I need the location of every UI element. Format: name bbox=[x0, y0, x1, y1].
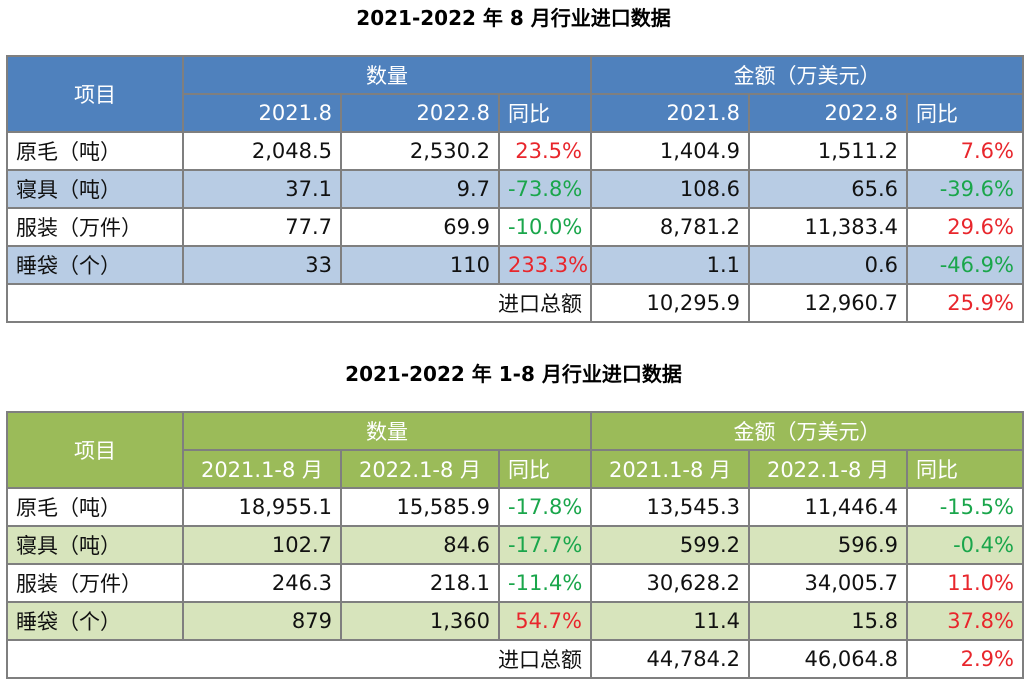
col-amt-2022: 2022.8 bbox=[748, 93, 908, 133]
amt-2022: 596.9 bbox=[748, 525, 908, 565]
item-header: 项目 bbox=[6, 55, 184, 133]
col-qty-yoy: 同比 bbox=[498, 449, 592, 489]
table-row: 睡袋（个） 33 110 233.3% 1.1 0.6 -46.9% bbox=[6, 245, 1024, 285]
qty-yoy: -11.4% bbox=[498, 563, 592, 603]
qty-2022: 69.9 bbox=[340, 207, 500, 247]
qty-yoy: 23.5% bbox=[498, 131, 592, 171]
qty-2022: 84.6 bbox=[340, 525, 500, 565]
amt-2021: 11.4 bbox=[590, 601, 750, 641]
row-label: 服装（万件） bbox=[6, 563, 184, 603]
total-amt-yoy: 2.9% bbox=[906, 639, 1024, 679]
quantity-header: 数量 bbox=[182, 55, 592, 95]
row-label: 服装（万件） bbox=[6, 207, 184, 247]
amt-2021: 30,628.2 bbox=[590, 563, 750, 603]
amt-2021: 599.2 bbox=[590, 525, 750, 565]
amt-yoy: -39.6% bbox=[906, 169, 1024, 209]
amt-2021: 1.1 bbox=[590, 245, 750, 285]
qty-yoy: 54.7% bbox=[498, 601, 592, 641]
qty-2021: 102.7 bbox=[182, 525, 342, 565]
qty-2022: 110 bbox=[340, 245, 500, 285]
col-amt-2022: 2022.1-8 月 bbox=[748, 449, 908, 489]
amt-2021: 1,404.9 bbox=[590, 131, 750, 171]
qty-2022: 218.1 bbox=[340, 563, 500, 603]
qty-2021: 18,955.1 bbox=[182, 487, 342, 527]
qty-yoy: -17.7% bbox=[498, 525, 592, 565]
qty-2021: 77.7 bbox=[182, 207, 342, 247]
item-header: 项目 bbox=[6, 411, 184, 489]
qty-yoy: -17.8% bbox=[498, 487, 592, 527]
qty-2021: 2,048.5 bbox=[182, 131, 342, 171]
amt-2022: 0.6 bbox=[748, 245, 908, 285]
col-qty-yoy: 同比 bbox=[498, 93, 592, 133]
qty-2022: 15,585.9 bbox=[340, 487, 500, 527]
qty-yoy: -73.8% bbox=[498, 169, 592, 209]
quantity-header: 数量 bbox=[182, 411, 592, 451]
table2-title: 2021-2022 年 1-8 月行业进口数据 bbox=[345, 362, 682, 386]
amt-2021: 13,545.3 bbox=[590, 487, 750, 527]
col-qty-2022: 2022.1-8 月 bbox=[340, 449, 500, 489]
table1: 项目 数量 金额（万美元） 2021.8 2022.8 同比 2021.8 20… bbox=[6, 55, 1024, 323]
col-qty-2021: 2021.8 bbox=[182, 93, 342, 133]
row-label: 睡袋（个） bbox=[6, 245, 184, 285]
amt-2021: 8,781.2 bbox=[590, 207, 750, 247]
table-row: 寝具（吨） 37.1 9.7 -73.8% 108.6 65.6 -39.6% bbox=[6, 169, 1024, 209]
table-row: 服装（万件） 246.3 218.1 -11.4% 30,628.2 34,00… bbox=[6, 563, 1024, 603]
total-row: 进口总额 44,784.2 46,064.8 2.9% bbox=[6, 639, 1024, 679]
total-amt-2021: 10,295.9 bbox=[590, 283, 750, 323]
amount-header: 金额（万美元） bbox=[590, 411, 1024, 451]
col-qty-2022: 2022.8 bbox=[340, 93, 500, 133]
amt-2022: 15.8 bbox=[748, 601, 908, 641]
amt-2022: 11,446.4 bbox=[748, 487, 908, 527]
col-qty-2021: 2021.1-8 月 bbox=[182, 449, 342, 489]
row-label: 原毛（吨） bbox=[6, 131, 184, 171]
amt-2022: 65.6 bbox=[748, 169, 908, 209]
amt-yoy: 7.6% bbox=[906, 131, 1024, 171]
amt-2022: 34,005.7 bbox=[748, 563, 908, 603]
col-amt-2021: 2021.1-8 月 bbox=[590, 449, 750, 489]
total-row: 进口总额 10,295.9 12,960.7 25.9% bbox=[6, 283, 1024, 323]
amt-yoy: 29.6% bbox=[906, 207, 1024, 247]
amt-2022: 11,383.4 bbox=[748, 207, 908, 247]
total-label: 进口总额 bbox=[6, 639, 592, 679]
amt-yoy: -0.4% bbox=[906, 525, 1024, 565]
table1-title: 2021-2022 年 8 月行业进口数据 bbox=[356, 6, 671, 30]
amount-header: 金额（万美元） bbox=[590, 55, 1024, 95]
qty-2021: 246.3 bbox=[182, 563, 342, 603]
qty-yoy: -10.0% bbox=[498, 207, 592, 247]
col-amt-2021: 2021.8 bbox=[590, 93, 750, 133]
qty-2022: 9.7 bbox=[340, 169, 500, 209]
amt-2021: 108.6 bbox=[590, 169, 750, 209]
amt-yoy: 37.8% bbox=[906, 601, 1024, 641]
total-amt-2021: 44,784.2 bbox=[590, 639, 750, 679]
table-row: 睡袋（个） 879 1,360 54.7% 11.4 15.8 37.8% bbox=[6, 601, 1024, 641]
table-row: 原毛（吨） 18,955.1 15,585.9 -17.8% 13,545.3 … bbox=[6, 487, 1024, 527]
col-amt-yoy: 同比 bbox=[906, 93, 1024, 133]
qty-2022: 1,360 bbox=[340, 601, 500, 641]
row-label: 原毛（吨） bbox=[6, 487, 184, 527]
qty-yoy: 233.3% bbox=[498, 245, 592, 285]
qty-2022: 2,530.2 bbox=[340, 131, 500, 171]
amt-yoy: -15.5% bbox=[906, 487, 1024, 527]
table-row: 寝具（吨） 102.7 84.6 -17.7% 599.2 596.9 -0.4… bbox=[6, 525, 1024, 565]
row-label: 寝具（吨） bbox=[6, 169, 184, 209]
qty-2021: 33 bbox=[182, 245, 342, 285]
table-row: 服装（万件） 77.7 69.9 -10.0% 8,781.2 11,383.4… bbox=[6, 207, 1024, 247]
total-amt-yoy: 25.9% bbox=[906, 283, 1024, 323]
table-row: 原毛（吨） 2,048.5 2,530.2 23.5% 1,404.9 1,51… bbox=[6, 131, 1024, 171]
amt-2022: 1,511.2 bbox=[748, 131, 908, 171]
amt-yoy: 11.0% bbox=[906, 563, 1024, 603]
col-amt-yoy: 同比 bbox=[906, 449, 1024, 489]
total-amt-2022: 12,960.7 bbox=[748, 283, 908, 323]
total-label: 进口总额 bbox=[6, 283, 592, 323]
qty-2021: 879 bbox=[182, 601, 342, 641]
amt-yoy: -46.9% bbox=[906, 245, 1024, 285]
row-label: 睡袋（个） bbox=[6, 601, 184, 641]
total-amt-2022: 46,064.8 bbox=[748, 639, 908, 679]
table2: 项目 数量 金额（万美元） 2021.1-8 月 2022.1-8 月 同比 2… bbox=[6, 411, 1024, 679]
row-label: 寝具（吨） bbox=[6, 525, 184, 565]
qty-2021: 37.1 bbox=[182, 169, 342, 209]
